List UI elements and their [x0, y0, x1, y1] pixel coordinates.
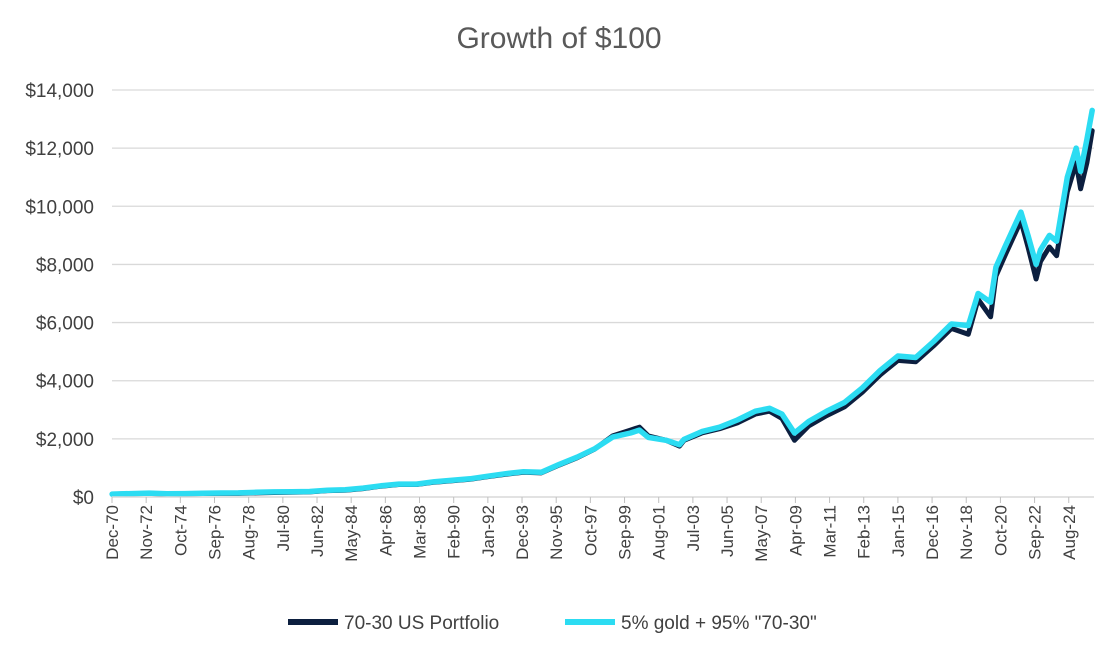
x-tick-label: Dec-70 — [103, 505, 122, 560]
legend: 70-30 US Portfolio 5% gold + 95% "70-30" — [288, 613, 817, 634]
x-tick-label: Sep-22 — [1026, 505, 1045, 560]
x-tick-label: Jan-15 — [889, 505, 908, 557]
x-tick-label: Jul-80 — [274, 505, 293, 551]
x-tick-label: Sep-99 — [616, 505, 635, 560]
x-tick-label: Dec-93 — [513, 505, 532, 560]
y-tick-label: $4,000 — [36, 372, 94, 393]
x-tick-label: Aug-78 — [240, 505, 259, 560]
x-tick-label: Oct-20 — [991, 505, 1010, 556]
y-tick-label: $10,000 — [25, 197, 94, 218]
y-tick-label: $14,000 — [25, 81, 94, 102]
legend-label-gold-blend: 5% gold + 95% "70-30" — [621, 613, 817, 634]
x-tick-label: Nov-95 — [547, 505, 566, 560]
y-tick-label: $2,000 — [36, 430, 94, 451]
legend-label-portfolio: 70-30 US Portfolio — [344, 613, 499, 634]
x-tick-label: Jun-05 — [718, 505, 737, 557]
gridlines — [112, 89, 1094, 440]
series-line-gold-blend — [109, 107, 1095, 497]
y-tick-label: $6,000 — [36, 314, 94, 335]
x-tick-label: Nov-72 — [137, 505, 156, 560]
y-tick-label: $8,000 — [36, 255, 94, 276]
x-tick-label: Jul-03 — [684, 505, 703, 551]
x-tick-label: Oct-74 — [171, 505, 190, 556]
x-tick-label: Jan-92 — [479, 505, 498, 557]
x-tick-label: Aug-24 — [1060, 505, 1079, 560]
x-tick-label: Oct-97 — [581, 505, 600, 556]
y-tick-label: $0 — [73, 488, 94, 509]
x-tick-label: Dec-16 — [923, 505, 942, 560]
x-tick-label: May-07 — [752, 505, 771, 562]
x-tick-label: Sep-76 — [206, 505, 225, 560]
chart-title: Growth of $100 — [456, 22, 661, 55]
x-tick-label: Aug-01 — [650, 505, 669, 560]
series-line-portfolio — [109, 128, 1095, 497]
x-tick-label: Mar-88 — [411, 505, 430, 559]
x-tick-label: Apr-86 — [376, 505, 395, 556]
x-tick-label: May-84 — [342, 505, 361, 562]
x-tick-label: Mar-11 — [821, 505, 840, 558]
x-tick-label: Feb-90 — [445, 505, 464, 559]
series-lines — [109, 107, 1095, 497]
y-tick-label: $12,000 — [25, 139, 94, 160]
x-tick-label: Nov-18 — [957, 505, 976, 560]
x-tick-label: Apr-09 — [786, 505, 805, 556]
x-tick-label: Jun-82 — [308, 505, 327, 557]
axes: $0 $2,000 $4,000 $6,000 $8,000 $10,000 $12,000… — [25, 81, 1094, 562]
x-tick-label: Feb-13 — [855, 505, 874, 559]
